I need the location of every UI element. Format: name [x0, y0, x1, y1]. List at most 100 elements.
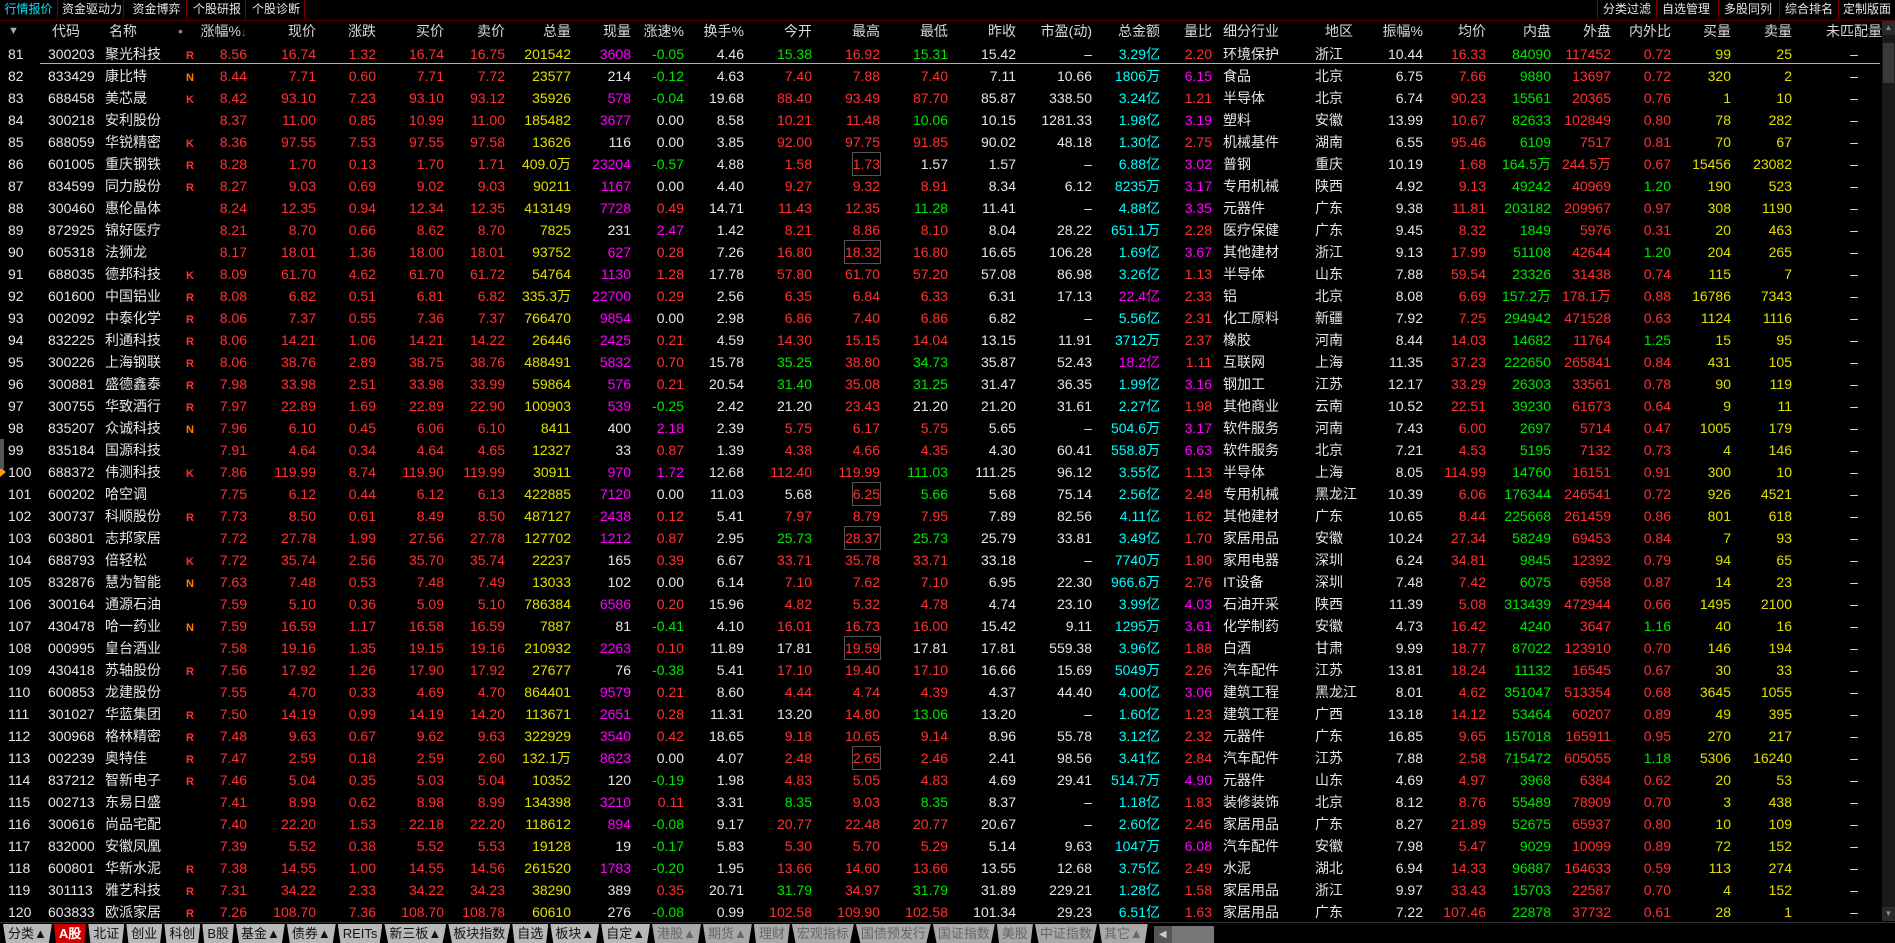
market-tab-21[interactable]: 中证指数 [1034, 924, 1097, 943]
table-row[interactable]: 118 600801 华新水泥 R 7.38 14.55 1.00 14.55 14.56 261… [0, 857, 1880, 879]
table-row[interactable]: 111 301027 华蓝集团 R 7.50 14.19 0.99 14.19 14.20 113… [0, 703, 1880, 725]
table-row[interactable]: 104 688793 倍轻松 K 7.72 35.74 2.56 35.70 35.74 2223… [0, 549, 1880, 571]
header-change-pct[interactable]: 涨幅%↓ [201, 21, 247, 41]
table-row[interactable]: 119 301113 雅艺科技 R 7.31 34.22 2.33 34.22 34.23 382… [0, 879, 1880, 901]
table-row[interactable]: 81 300203 聚光科技 R 8.56 16.74 1.32 16.74 16.75 2015… [0, 43, 1880, 65]
table-row[interactable]: 97 300755 华致酒行 R 7.97 22.89 1.69 22.89 22.90 1009… [0, 395, 1880, 417]
market-tab-14[interactable]: 港股▲ [652, 924, 701, 943]
table-row[interactable]: 101 600202 哈空调 7.75 6.12 0.44 6.12 6.13 422885 71… [0, 482, 1880, 506]
header-prev-close[interactable]: 昨收 [988, 21, 1016, 41]
table-row[interactable]: 105 832876 慧为智能 N 7.63 7.48 0.53 7.48 7.49 13033 1… [0, 571, 1880, 593]
table-row[interactable]: 109 430418 苏轴股份 R 7.56 17.92 1.26 17.90 17.92 276… [0, 659, 1880, 681]
table-row[interactable]: 93 002092 中泰化学 R 8.06 7.37 0.55 7.36 7.37 766470 9… [0, 307, 1880, 329]
table-row[interactable]: 117 832000 安徽凤凰 7.39 5.52 0.38 5.52 5.53 19128 19… [0, 835, 1880, 857]
table-row[interactable]: 110 600853 龙建股份 7.55 4.70 0.33 4.69 4.70 864401 9… [0, 681, 1880, 703]
scroll-up-icon[interactable]: ▲ [1882, 21, 1895, 35]
top-tab-4[interactable]: 个股诊断 [248, 0, 305, 19]
scroll-thumb[interactable] [1883, 43, 1894, 83]
toolbar-button-1[interactable]: 自选管理 [1656, 0, 1715, 19]
vertical-scrollbar[interactable]: ▲ ▼ [1882, 21, 1895, 921]
header-bid-price[interactable]: 买价 [416, 21, 444, 41]
header-total-amount[interactable]: 总金额 [1118, 21, 1160, 41]
header-region[interactable]: 地区 [1325, 21, 1353, 41]
market-tab-17[interactable]: 宏观指标 [791, 924, 854, 943]
header-open[interactable]: 今开 [784, 21, 812, 41]
sort-menu-icon[interactable]: ▼ [8, 25, 19, 37]
table-row[interactable]: 106 300164 通源石油 7.59 5.10 0.36 5.09 5.10 786384 6… [0, 593, 1880, 615]
market-tab-1[interactable]: A股 [53, 924, 87, 943]
table-row[interactable]: 94 832225 利通科技 R 8.06 14.21 1.06 14.21 14.22 2644… [0, 329, 1880, 351]
table-row[interactable]: 91 688035 德邦科技 K 8.09 61.70 4.62 61.70 61.72 5476… [0, 263, 1880, 285]
table-row[interactable]: 103 603801 志邦家居 7.72 27.78 1.99 27.56 27.78 1277… [0, 526, 1880, 550]
table-row[interactable]: 90 605318 法狮龙 8.17 18.01 1.36 18.00 18.01 93752 6… [0, 240, 1880, 264]
market-tab-12[interactable]: 板块▲ [550, 924, 600, 943]
header-ask-volume[interactable]: 卖量 [1764, 21, 1792, 41]
market-tab-22[interactable]: 其它▲ [1098, 924, 1148, 943]
table-row[interactable]: 114 837212 智新电子 R 7.46 5.04 0.35 5.03 5.04 10352 1… [0, 769, 1880, 791]
market-tab-2[interactable]: 北证 [88, 924, 125, 943]
table-row[interactable]: 107 430478 哈一药业 N 7.59 16.59 1.17 16.58 16.59 788… [0, 615, 1880, 637]
market-tab-15[interactable]: 期货▲ [702, 924, 752, 943]
table-row[interactable]: 87 834599 同力股份 R 8.27 9.03 0.69 9.02 9.03 90211 11… [0, 175, 1880, 197]
table-row[interactable]: 82 833429 康比特 N 8.44 7.71 0.60 7.71 7.72 23577 214… [0, 65, 1880, 87]
toolbar-button-0[interactable]: 分类过滤 [1597, 0, 1656, 19]
header-turnover-pct[interactable]: 换手% [704, 21, 744, 41]
top-tab-0[interactable]: 行情报价 [0, 0, 58, 19]
table-row[interactable]: 88 300460 惠伦晶体 8.24 12.35 0.94 12.34 12.35 41314… [0, 197, 1880, 219]
market-tab-20[interactable]: 美股 [996, 924, 1033, 943]
top-tab-3[interactable]: 个股研报 [189, 0, 246, 19]
market-tab-9[interactable]: 新三板▲ [384, 924, 447, 943]
top-tab-1[interactable]: 资金驱动力 [61, 0, 124, 19]
header-ask-price[interactable]: 卖价 [477, 21, 505, 41]
header-price[interactable]: 现价 [288, 21, 316, 41]
toolbar-button-2[interactable]: 多股同列 [1718, 0, 1777, 19]
header-unmatched-volume[interactable]: 未匹配量 [1824, 21, 1884, 41]
header-total-volume[interactable]: 总量 [543, 21, 571, 41]
top-tab-2[interactable]: 资金博弈 [127, 0, 187, 19]
market-tab-6[interactable]: 基金▲ [235, 924, 285, 943]
table-row[interactable]: 112 300968 格林精密 R 7.48 9.63 0.67 9.62 9.63 322929… [0, 725, 1880, 747]
tab-scroll-left-icon[interactable]: ◀ [1153, 926, 1172, 943]
header-high[interactable]: 最高 [852, 21, 880, 41]
table-row[interactable]: 98 835207 众诚科技 N 7.96 6.10 0.45 6.06 6.10 8411 400… [0, 417, 1880, 439]
header-change[interactable]: 涨跌 [348, 21, 376, 41]
header-amplitude-pct[interactable]: 振幅% [1383, 21, 1423, 41]
table-row[interactable]: 84 300218 安利股份 8.37 11.00 0.85 10.99 11.00 18548… [0, 109, 1880, 131]
table-row[interactable]: 95 300226 上海钢联 R 8.06 38.76 2.89 38.75 38.76 4884… [0, 351, 1880, 373]
table-row[interactable]: 92 601600 中国铝业 R 8.08 6.82 0.51 6.81 6.82 335.3万 2… [0, 285, 1880, 307]
table-row[interactable]: 85 688059 华锐精密 K 8.36 97.55 7.53 97.55 97.58 1362… [0, 131, 1880, 153]
market-tab-10[interactable]: 板块指数 [448, 924, 511, 943]
header-volume-ratio[interactable]: 量比 [1184, 21, 1212, 41]
header-outer-volume[interactable]: 外盘 [1583, 21, 1611, 41]
scroll-down-icon[interactable]: ▼ [1882, 907, 1895, 921]
header-low[interactable]: 最低 [920, 21, 948, 41]
table-row[interactable]: 116 300616 尚品宅配 7.40 22.20 1.53 22.18 22.20 1186… [0, 813, 1880, 835]
table-row[interactable]: 120 603833 欧派家居 R 7.26 108.70 7.36 108.70 108.78… [0, 901, 1880, 923]
table-row[interactable]: 89 872925 锦好医疗 8.21 8.70 0.66 8.62 8.70 7825 231 2… [0, 219, 1880, 241]
side-panel-handle[interactable] [0, 439, 4, 469]
table-row[interactable]: 99 835184 国源科技 7.91 4.64 0.34 4.64 4.65 12327 33 0… [0, 439, 1880, 461]
market-tab-7[interactable]: 债券▲ [286, 924, 336, 943]
tab-scroll-track[interactable] [1171, 926, 1214, 943]
header-avg-price[interactable]: 均价 [1458, 21, 1486, 41]
table-row[interactable]: 96 300881 盛德鑫泰 R 7.98 33.98 2.51 33.98 33.99 5986… [0, 373, 1880, 395]
market-tab-4[interactable]: 科创 [164, 924, 201, 943]
table-row[interactable]: 115 002713 东易日盛 7.41 8.99 0.62 8.98 8.99 134398 3… [0, 791, 1880, 813]
table-row[interactable]: 83 688458 美芯晟 K 8.42 93.10 7.23 93.10 93.12 35926… [0, 87, 1880, 109]
market-tab-18[interactable]: 国债预发行 [855, 924, 931, 943]
table-row[interactable]: 108 000995 皇台酒业 7.58 19.16 1.35 19.15 19.16 2109… [0, 636, 1880, 660]
market-tab-8[interactable]: REITs [337, 924, 383, 943]
header-pe-ratio[interactable]: 市盈(动) [1041, 21, 1092, 41]
header-bid-volume[interactable]: 买量 [1703, 21, 1731, 41]
header-current-volume[interactable]: 现量 [603, 21, 631, 41]
table-row[interactable]: 102 300737 科顺股份 R 7.73 8.50 0.61 8.49 8.50 487127… [0, 505, 1880, 527]
header-industry[interactable]: 细分行业 [1223, 21, 1279, 41]
market-tab-0[interactable]: 分类▲ [3, 924, 52, 943]
header-board-tag[interactable]: • [178, 21, 183, 41]
market-tab-3[interactable]: 创业 [126, 924, 163, 943]
table-row[interactable]: 86 601005 重庆钢铁 R 8.28 1.70 0.13 1.70 1.71 409.0万 2… [0, 152, 1880, 176]
header-inner-outer-ratio[interactable]: 内外比 [1629, 21, 1671, 41]
header-stock-name[interactable]: 名称 [109, 21, 137, 41]
header-speed-pct[interactable]: 涨速% [644, 21, 684, 41]
header-stock-code[interactable]: 代码 [52, 21, 80, 41]
